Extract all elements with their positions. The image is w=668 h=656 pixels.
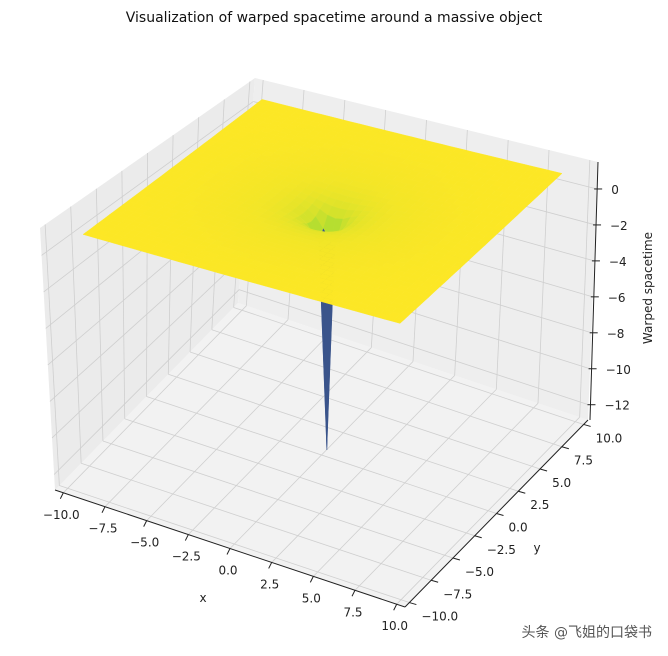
- z-tick-label: −8: [607, 327, 625, 341]
- leftwall-gridline-z: [53, 289, 240, 475]
- x-tick-label: −5.0: [130, 536, 159, 550]
- floor-gridline-y: [211, 329, 562, 448]
- surface-mesh: [82, 99, 563, 451]
- axis-lines: [54, 161, 603, 611]
- x-tick-mark: [393, 603, 398, 611]
- x-tick-label: −2.5: [172, 550, 201, 564]
- y-tick-mark: [496, 513, 504, 516]
- y-tick-label: −10.0: [421, 610, 458, 624]
- y-tick-mark: [452, 557, 461, 561]
- y-tick-mark: [431, 579, 439, 583]
- y-axis-label: y: [533, 541, 540, 555]
- x-tick-mark: [184, 534, 189, 541]
- surface-cell: [391, 317, 405, 324]
- tick-labels: −10.0−7.5−5.0−2.50.02.55.07.510.0−10.0−7…: [43, 183, 631, 633]
- y-tick-label: 7.5: [574, 454, 593, 468]
- x-tick-mark: [59, 492, 64, 500]
- watermark: 头条 @飞姐的口袋书: [522, 624, 652, 641]
- x-tick-mark: [143, 520, 148, 527]
- z-tick-label: −6: [608, 291, 626, 305]
- x-axis-label: x: [199, 591, 206, 605]
- x-tick-label: −10.0: [43, 508, 80, 522]
- floor-gridline-y: [81, 462, 432, 581]
- y-tick-label: 2.5: [530, 498, 549, 512]
- y-tick-label: 10.0: [596, 432, 623, 446]
- x-tick-label: −7.5: [88, 522, 117, 536]
- y-tick-mark: [539, 468, 548, 472]
- x-tick-label: 0.0: [218, 564, 237, 578]
- z-tick-label: 0: [611, 183, 619, 197]
- z-axis-label: Warped spacetime: [641, 232, 655, 344]
- z-axis-line: [589, 161, 599, 421]
- y-tick-mark: [518, 490, 526, 494]
- x-tick-label: 10.0: [381, 619, 408, 633]
- x-tick-label: 2.5: [260, 577, 279, 591]
- y-tick-mark: [409, 602, 417, 606]
- y-tick-mark: [474, 535, 482, 539]
- z-tick-label: −10: [606, 363, 631, 377]
- y-tick-label: −7.5: [443, 587, 472, 601]
- x-tick-mark: [309, 576, 314, 583]
- x-tick-label: 7.5: [343, 605, 362, 619]
- y-tick-label: 0.0: [509, 521, 528, 535]
- floor-gridline-y: [102, 440, 454, 559]
- floor-gridline-y: [189, 351, 541, 470]
- leftwall-gridline-y: [44, 224, 60, 486]
- x-tick-mark: [351, 590, 356, 597]
- x-tick-mark: [226, 548, 231, 555]
- floor-gridline-y: [233, 307, 584, 425]
- y-tick-label: −5.0: [465, 565, 494, 579]
- y-tick-label: 5.0: [552, 476, 571, 490]
- floor-gridline-y: [146, 396, 497, 514]
- floor-gridline-y: [124, 418, 475, 537]
- x-tick-mark: [268, 562, 273, 569]
- floor-gridline-y: [59, 485, 410, 603]
- z-tick-label: −12: [605, 399, 630, 413]
- backwall-gridline-x: [579, 159, 591, 418]
- leftwall-gridline-y: [70, 206, 82, 464]
- backwall-gridline-z: [238, 289, 589, 406]
- x-tick-mark: [101, 506, 106, 513]
- backwall-gridline-x: [537, 149, 550, 404]
- floor-gridline-y: [168, 373, 519, 492]
- chart-title: Visualization of warped spacetime around…: [126, 10, 543, 26]
- y-tick-mark: [583, 423, 591, 427]
- x-tick-label: 5.0: [302, 591, 321, 605]
- z-tick-label: −2: [610, 219, 628, 233]
- leftwall-gridline-z: [41, 101, 254, 256]
- y-tick-label: −2.5: [487, 543, 516, 557]
- z-tick-label: −4: [609, 255, 627, 269]
- leftwall-gridline-z: [51, 258, 242, 439]
- y-tick-mark: [561, 446, 569, 450]
